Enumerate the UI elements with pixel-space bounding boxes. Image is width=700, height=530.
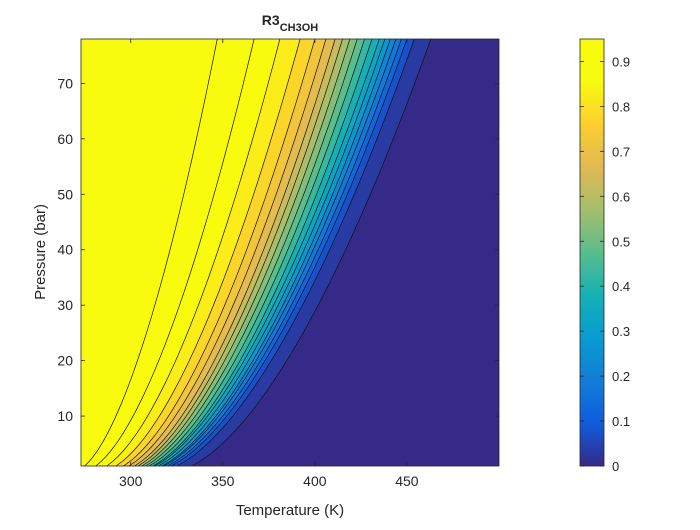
contour-line [161, 39, 391, 466]
plot-frame [80, 38, 500, 467]
contour-line [134, 39, 336, 466]
contour-line [163, 39, 397, 466]
contour-line [158, 39, 386, 466]
colorbar-tick-label: 0.7 [612, 144, 630, 159]
y-tick-label: 40 [57, 242, 73, 258]
y-tick-label: 60 [57, 131, 73, 147]
colorbar-tick-label: 0.6 [612, 189, 630, 204]
contour-line [167, 39, 402, 466]
contour-line [123, 39, 316, 466]
y-axis: 10 20 30 40 50 60 70 [57, 75, 499, 424]
y-tick-label: 20 [57, 353, 73, 369]
x-tick-label: 450 [395, 473, 419, 489]
colorbar-tick-label: 0.9 [612, 54, 630, 69]
plot-area [80, 38, 500, 467]
y-tick-label: 10 [57, 408, 73, 424]
contour-line [95, 39, 255, 466]
contour-line [148, 39, 365, 466]
x-tick-label: 350 [211, 473, 235, 489]
y-tick-label: 50 [57, 186, 73, 202]
colorbar: 0 0.1 0.2 0.3 0.4 0.5 0.6 0.7 0.8 0.9 [579, 38, 630, 474]
y-tick-label: 70 [57, 75, 73, 91]
colorbar-tick-label: 0.5 [612, 234, 630, 249]
colorbar-tick-label: 0 [612, 459, 619, 474]
contour-line [171, 39, 408, 466]
contour-line [128, 39, 327, 466]
contour-line [145, 39, 358, 466]
contour-line [191, 39, 432, 466]
contour-line [154, 39, 380, 466]
chart-title: R3CH3OH [262, 12, 318, 34]
chart-title-subscript: CH3OH [280, 22, 319, 34]
contour-line [176, 39, 415, 466]
colorbar-tick-label: 0.4 [612, 279, 630, 294]
contour-lines [84, 39, 432, 466]
colorbar-ticks: 0 0.1 0.2 0.3 0.4 0.5 0.6 0.7 0.8 0.9 [580, 54, 630, 474]
x-axis-label: Temperature (K) [236, 502, 344, 519]
contour-line [115, 39, 301, 466]
x-tick-label: 300 [119, 473, 143, 489]
contour-line [106, 39, 281, 466]
x-tick-label: 400 [303, 473, 327, 489]
contour-line [84, 39, 218, 466]
x-axis: 300 350 400 450 [119, 39, 419, 489]
contour-band-highest [81, 39, 218, 466]
colorbar-scale [579, 38, 605, 467]
colorbar-tick-label: 0.8 [612, 99, 630, 114]
colorbar-tick-label: 0.1 [612, 414, 630, 429]
contour-line [141, 39, 351, 466]
colorbar-tick-label: 0.3 [612, 324, 630, 339]
contour-line [152, 39, 373, 466]
contour-line [137, 39, 343, 466]
colorbar-tick-label: 0.2 [612, 369, 630, 384]
contour-bands [81, 39, 499, 466]
chart-title-main: R3 [262, 12, 280, 28]
y-axis-label: Pressure (bar) [32, 204, 49, 300]
y-tick-label: 30 [57, 297, 73, 313]
